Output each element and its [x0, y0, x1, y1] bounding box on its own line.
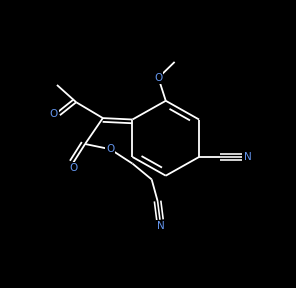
Text: N: N [157, 221, 165, 231]
Text: O: O [106, 144, 114, 154]
Text: O: O [154, 73, 163, 83]
Text: N: N [244, 152, 252, 162]
Text: O: O [69, 163, 77, 173]
Text: O: O [50, 109, 58, 119]
